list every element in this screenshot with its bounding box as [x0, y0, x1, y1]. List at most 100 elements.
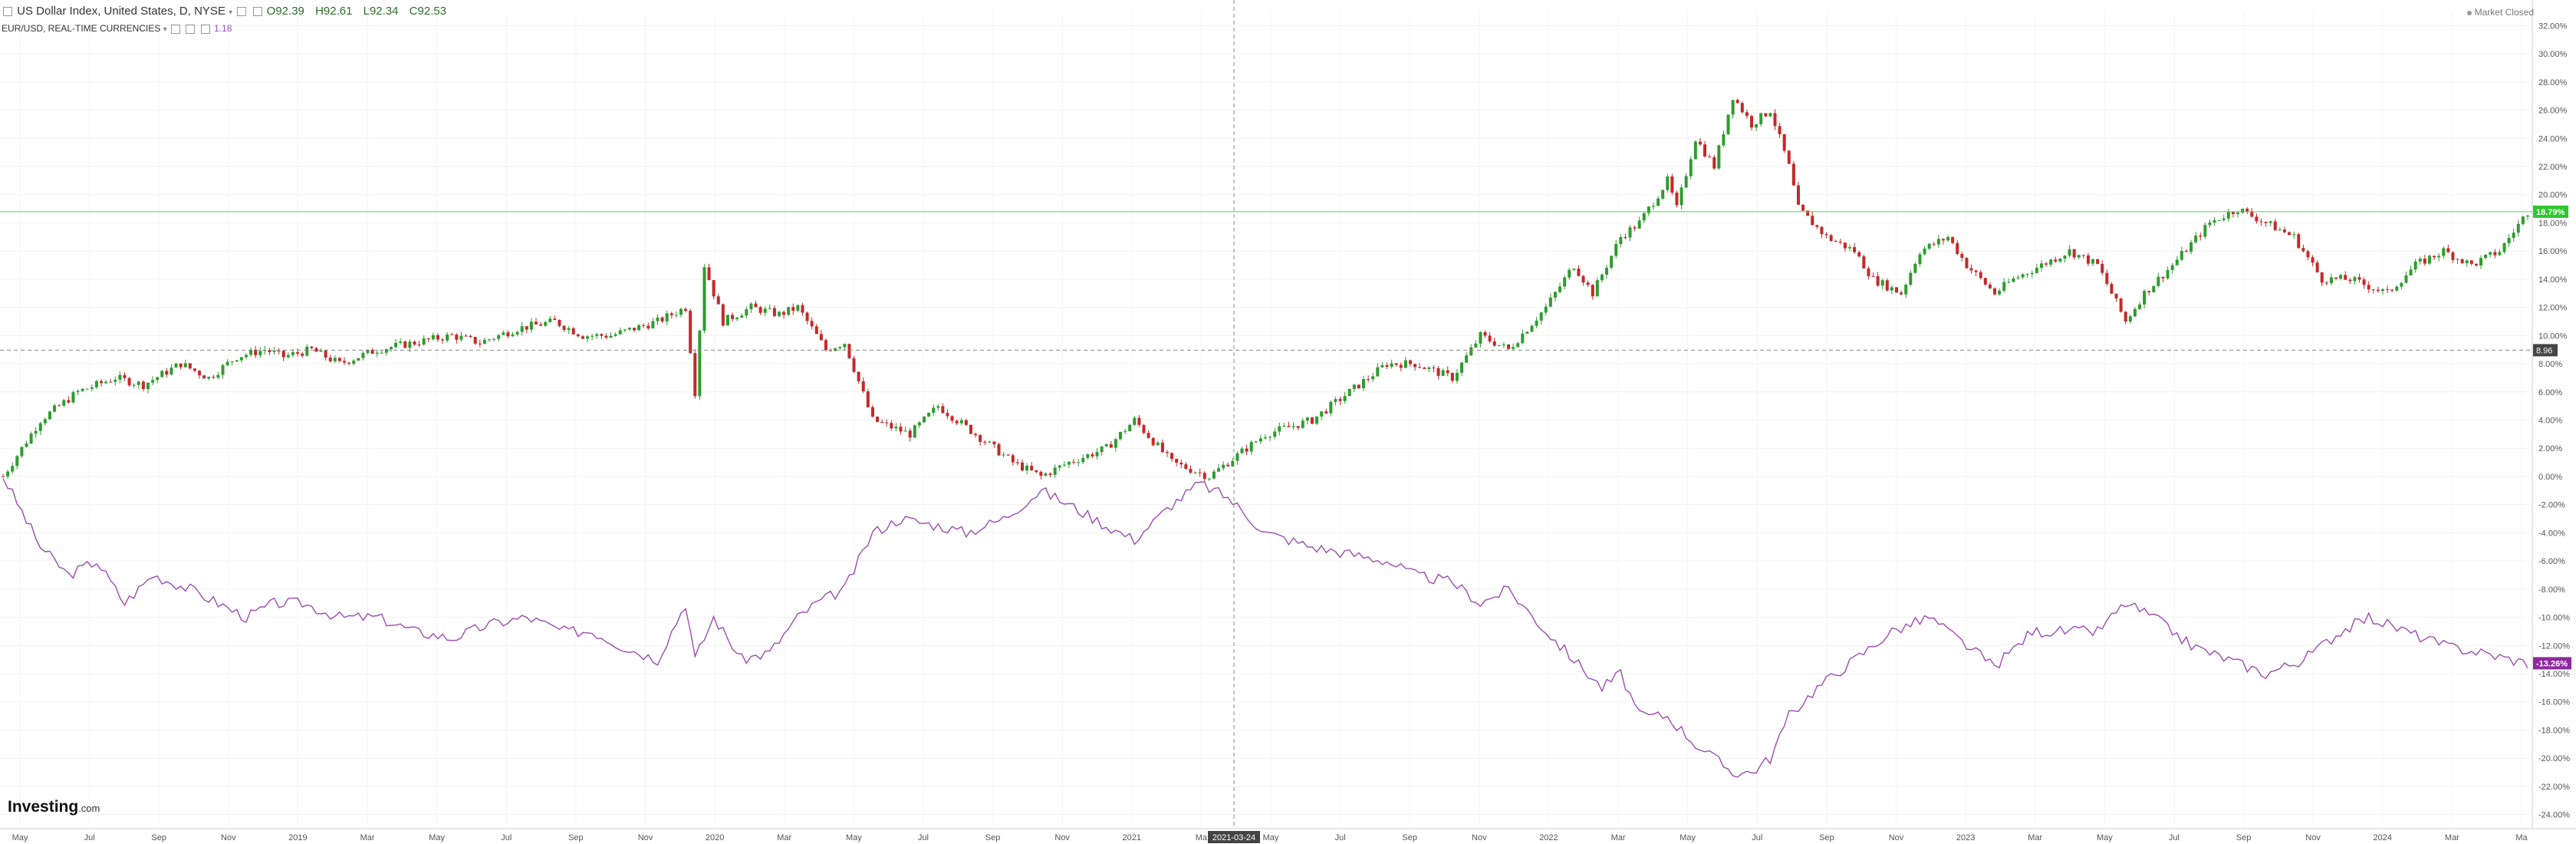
collapse-icon[interactable]	[3, 7, 12, 17]
candle-body	[81, 388, 84, 391]
candle-body	[974, 434, 978, 435]
candle-body	[2315, 262, 2319, 272]
candle-body	[1128, 424, 1132, 432]
hide-icon[interactable]	[186, 24, 196, 34]
current-price-label: 18.79%	[2536, 208, 2565, 217]
candle-body	[198, 371, 202, 376]
candle-body	[272, 351, 276, 352]
candle-body	[2245, 209, 2249, 212]
candle-body	[1170, 453, 1174, 460]
candle-body	[2442, 248, 2446, 256]
y-tick-label: -14.00%	[2538, 670, 2570, 679]
candle-body	[2521, 216, 2525, 224]
y-tick-label: 18.00%	[2538, 219, 2568, 228]
y-tick-label: -6.00%	[2538, 557, 2565, 566]
candle-body	[959, 420, 963, 424]
candle-body	[305, 346, 309, 356]
candle-body	[1081, 457, 1085, 463]
candle-body	[740, 315, 744, 318]
candle-body	[894, 427, 898, 429]
candle-body	[216, 374, 220, 378]
candle-body	[955, 420, 959, 424]
candle-body	[1124, 431, 1127, 433]
candle-body	[1408, 360, 1412, 364]
candle-body	[623, 329, 627, 331]
y-axis: 32.00% 30.00% 28.00% 26.00% 24.00% 22.00% 20.0…	[2538, 21, 2570, 819]
candle-body	[656, 317, 660, 321]
candle-body	[2175, 259, 2179, 265]
candle-body	[2203, 225, 2207, 237]
candle-body	[721, 304, 725, 326]
candle-body	[2086, 255, 2090, 264]
candle-body	[2320, 272, 2324, 283]
candle-body	[1441, 370, 1445, 376]
settings-icon[interactable]	[171, 24, 181, 34]
candle-body	[1535, 320, 1538, 326]
candle-body	[301, 353, 304, 356]
candle-body	[642, 325, 646, 326]
candle-body	[1624, 237, 1627, 239]
candle-body	[843, 344, 847, 348]
settings-icon[interactable]	[237, 7, 247, 17]
brand-suffix: .com	[78, 803, 100, 814]
candle-body	[1703, 144, 1707, 157]
candle-body	[866, 391, 870, 407]
candle-body	[689, 311, 693, 354]
candle-body	[1315, 416, 1319, 424]
candle-body	[1722, 134, 1726, 146]
chevron-down-icon[interactable]: ▾	[163, 25, 167, 34]
candle-body	[2353, 277, 2357, 282]
candle-body	[2226, 212, 2230, 219]
candle-body	[281, 351, 285, 358]
candle-body	[913, 425, 916, 438]
candle-body	[2404, 275, 2408, 283]
candle-body	[936, 406, 940, 408]
candle-body	[221, 365, 225, 375]
candle-body	[446, 334, 449, 341]
candle-body	[567, 328, 571, 330]
candle-body	[1273, 431, 1277, 437]
crosshair-date-badge	[1208, 831, 1260, 843]
chevron-down-icon[interactable]: ▾	[229, 8, 233, 17]
candle-body	[268, 350, 271, 352]
candle-body	[1423, 368, 1426, 369]
candle-body	[29, 434, 33, 443]
candle-body	[156, 377, 160, 381]
candle-body	[1035, 470, 1038, 473]
candle-body	[2507, 238, 2511, 243]
candle-body	[525, 326, 528, 330]
candle-body	[539, 324, 543, 326]
candle-body	[1030, 466, 1034, 470]
candle-body	[1249, 442, 1253, 452]
candle-body	[1610, 256, 1614, 268]
hide-icon[interactable]	[252, 7, 262, 17]
y-tick-label: 0.00%	[2538, 473, 2562, 482]
x-tick-label: Ma	[1196, 833, 1208, 842]
candle-body	[810, 321, 814, 327]
candle-body	[707, 267, 711, 281]
candle-body	[2344, 275, 2347, 280]
x-tick-label: May	[429, 833, 445, 842]
candle-body	[1497, 345, 1501, 346]
candle-body	[1324, 411, 1328, 414]
candle-body	[2105, 272, 2109, 285]
candle-body	[586, 336, 590, 339]
candle-body	[403, 341, 407, 348]
candle-body	[2288, 232, 2291, 236]
brand-name: Investing	[8, 798, 79, 816]
candle-body	[1998, 290, 2002, 295]
candle-body	[347, 362, 351, 364]
candle-body	[141, 381, 145, 390]
candle-body	[1867, 268, 1870, 276]
close-icon[interactable]	[200, 24, 210, 34]
candle-body	[852, 358, 856, 372]
candle-body	[352, 360, 356, 364]
candle-body	[2498, 252, 2502, 256]
candle-body	[627, 328, 631, 330]
candle-body	[249, 349, 253, 355]
candle-body	[67, 400, 71, 403]
candle-body	[1558, 286, 1562, 292]
x-tick-label: Nov	[1889, 833, 1904, 842]
